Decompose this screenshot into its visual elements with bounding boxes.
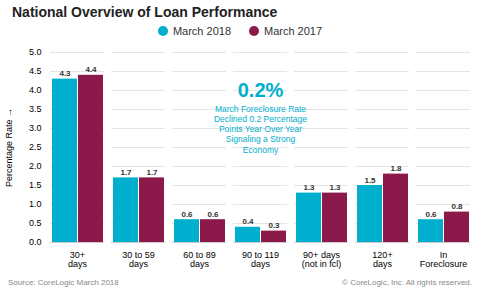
svg-text:0.4: 0.4	[242, 217, 254, 226]
svg-text:1.3: 1.3	[303, 183, 315, 192]
svg-text:1.5: 1.5	[29, 180, 42, 190]
svg-text:2.0: 2.0	[29, 161, 42, 171]
svg-text:0.6: 0.6	[425, 210, 437, 219]
html-text:March 2018: March 2018	[172, 25, 231, 37]
svg-text:90+ days(not in fcl): 90+ days(not in fcl)	[302, 250, 342, 269]
svg-text:1.5: 1.5	[364, 176, 376, 185]
svg-text:InForeclosure: InForeclosure	[420, 250, 468, 269]
svg-text:4.4: 4.4	[85, 65, 97, 74]
svg-text:90 to 119days: 90 to 119days	[242, 250, 279, 269]
svg-text:0.5: 0.5	[29, 218, 42, 228]
svg-text:60 to 89days: 60 to 89days	[183, 250, 216, 269]
svg-text:1.7: 1.7	[146, 168, 158, 177]
svg-text:1.8: 1.8	[390, 164, 402, 173]
svg-text:30 to 59days: 30 to 59days	[122, 250, 155, 269]
svg-text:0.2%: 0.2%	[238, 79, 284, 101]
svg-text:1.7: 1.7	[120, 168, 132, 177]
html-text:Source: CoreLogic March 2018: Source: CoreLogic March 2018	[8, 278, 119, 287]
svg-text:0.3: 0.3	[268, 221, 280, 230]
html-text:March 2017: March 2017	[264, 25, 323, 37]
svg-text:March Foreclosure RateDeclined: March Foreclosure RateDeclined 0.2 Perce…	[214, 104, 307, 155]
svg-text:4.5: 4.5	[29, 66, 42, 76]
svg-text:5.0: 5.0	[29, 47, 42, 57]
svg-text:Percentage Rate →: Percentage Rate →	[4, 108, 14, 187]
svg-text:0.6: 0.6	[181, 210, 193, 219]
svg-text:0.8: 0.8	[451, 202, 463, 211]
html-text:National Overview of Loan Perf: National Overview of Loan Performance	[12, 4, 278, 20]
svg-text:3.5: 3.5	[29, 104, 42, 114]
svg-text:4.3: 4.3	[59, 69, 71, 78]
svg-text:30+days: 30+days	[68, 250, 88, 269]
svg-text:3.0: 3.0	[29, 123, 42, 133]
svg-text:1.3: 1.3	[329, 183, 341, 192]
svg-text:4.0: 4.0	[29, 85, 42, 95]
svg-text:0.6: 0.6	[207, 210, 219, 219]
svg-text:1.0: 1.0	[29, 199, 42, 209]
svg-text:2.5: 2.5	[29, 142, 42, 152]
svg-text:0.0: 0.0	[29, 237, 42, 247]
html-text:© CoreLogic, Inc. All rights r: © CoreLogic, Inc. All rights reserved.	[342, 278, 472, 287]
svg-text:120+days: 120+days	[372, 250, 392, 269]
